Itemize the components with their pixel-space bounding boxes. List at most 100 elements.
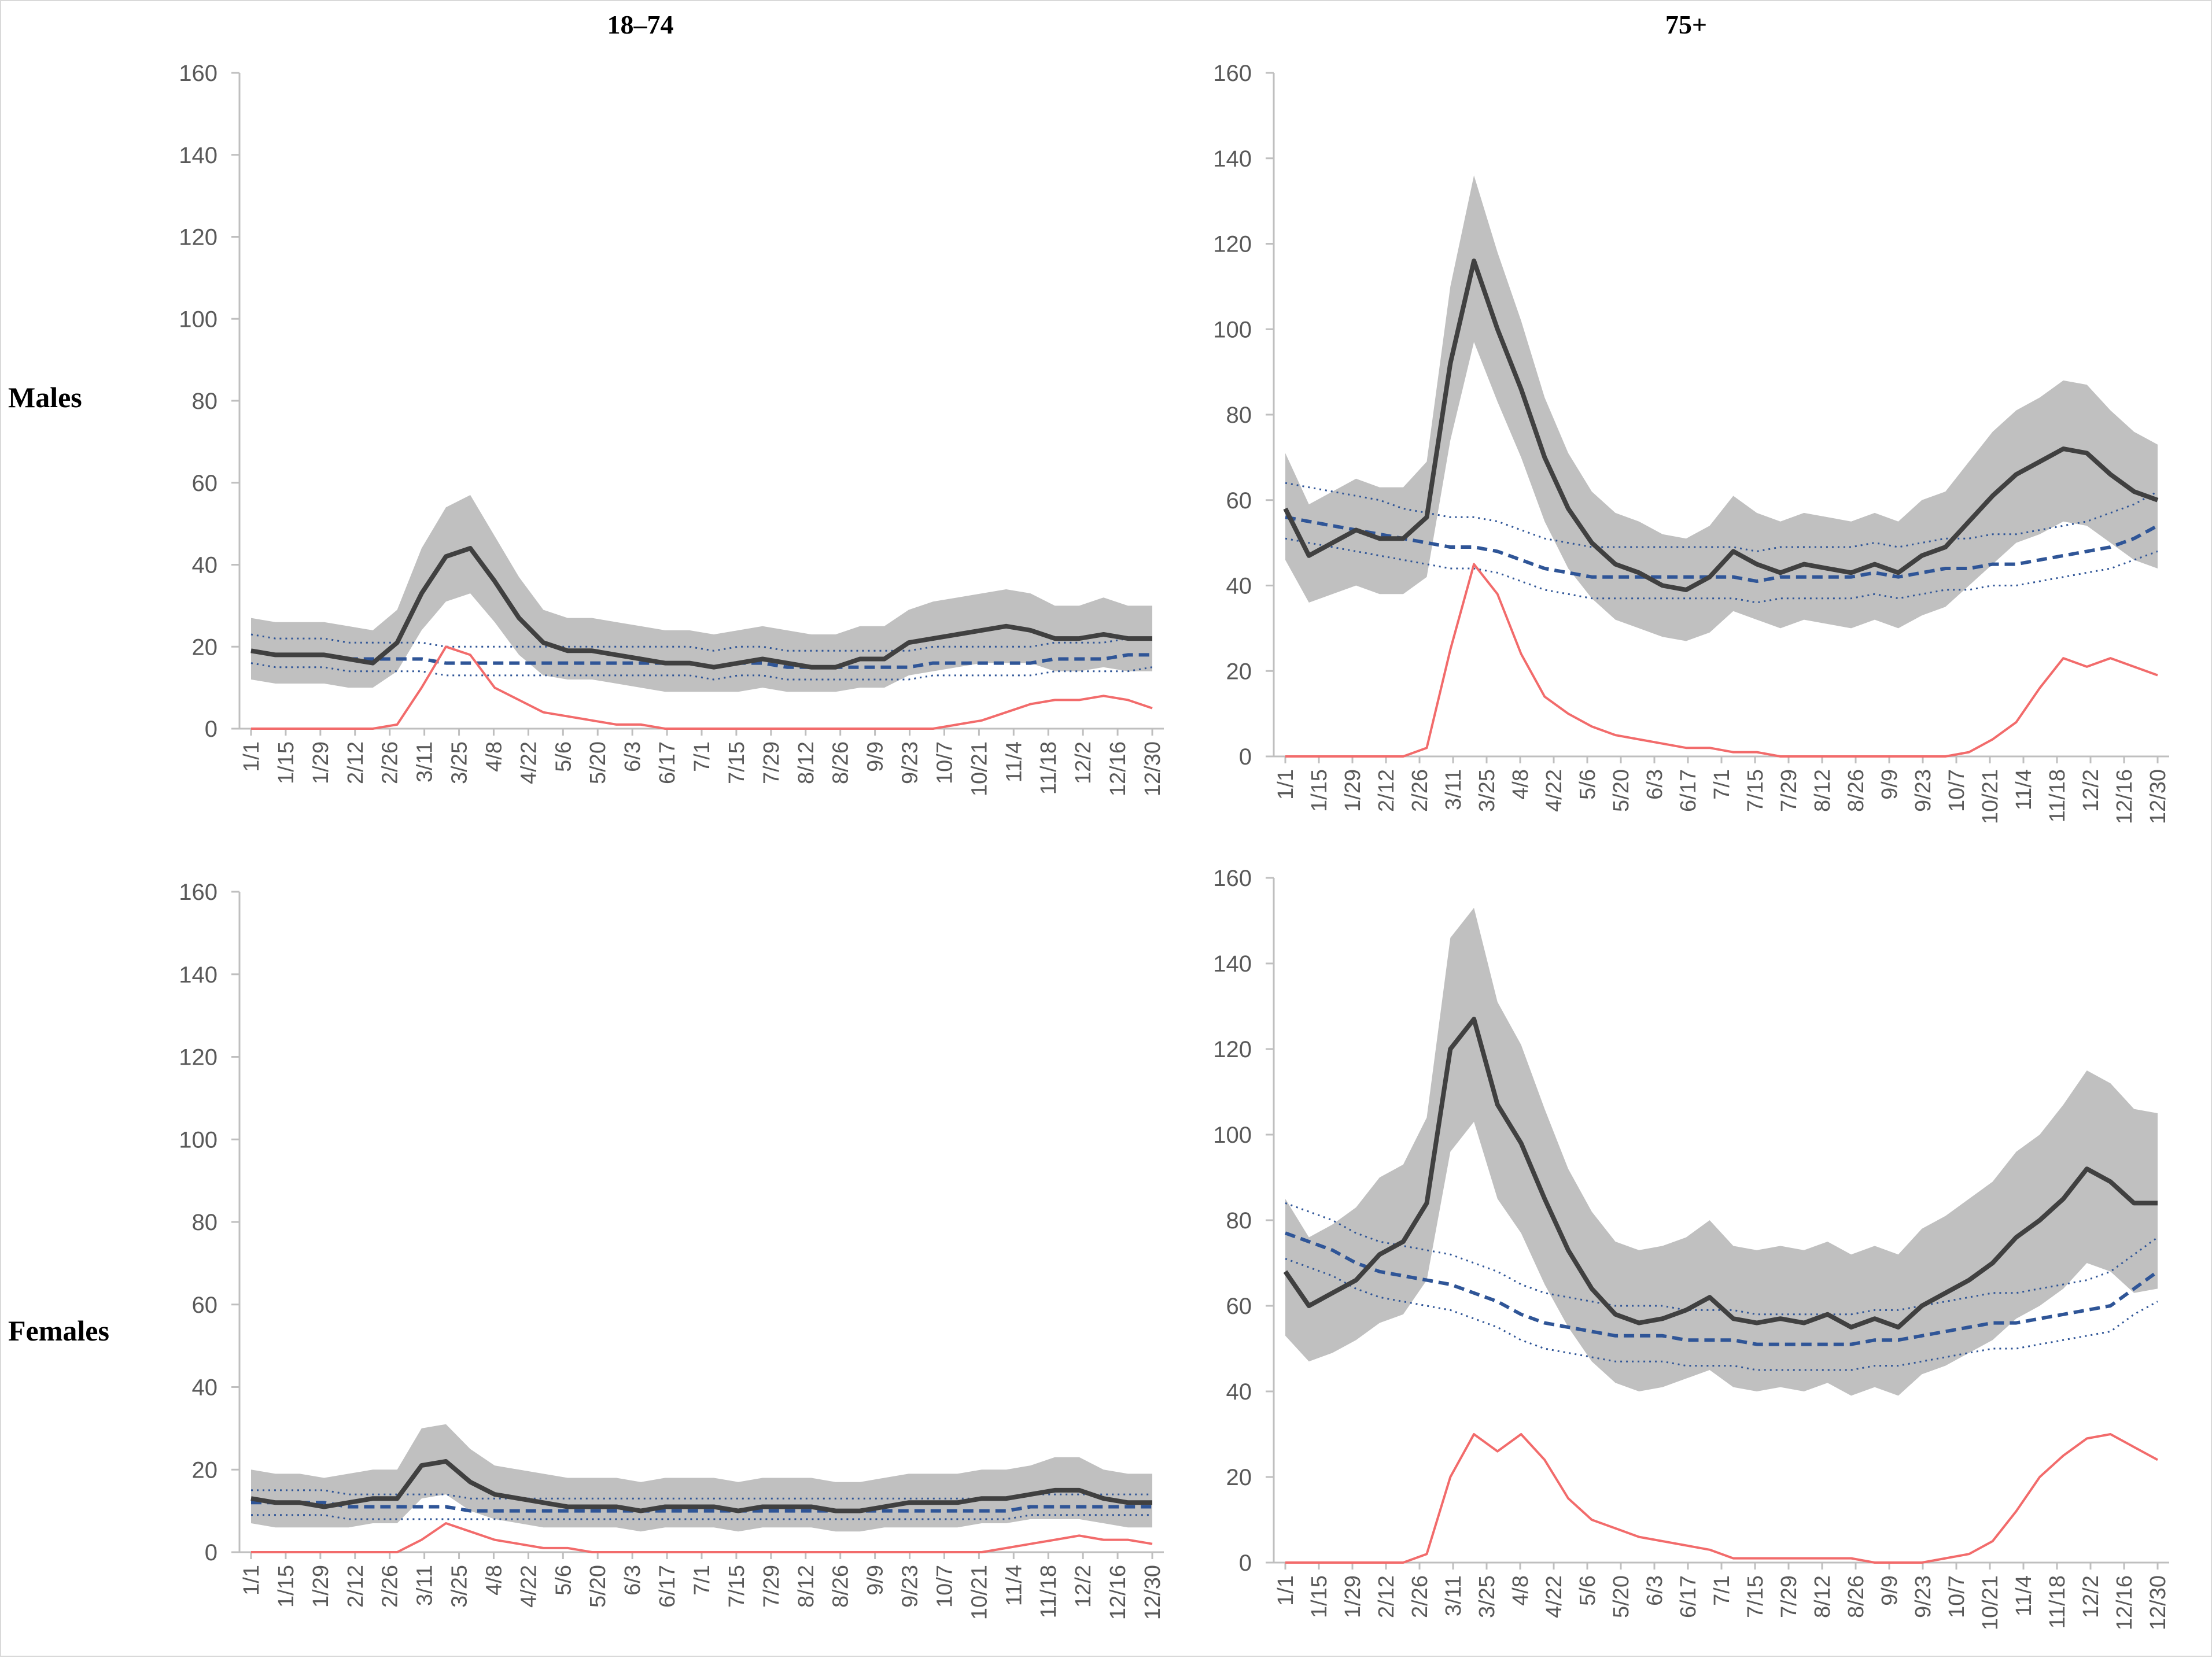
- x-tick-label: 11/18: [2045, 769, 2070, 822]
- x-tick-label: 1/29: [1341, 1575, 1365, 1618]
- x-tick-label: 4/8: [482, 741, 507, 772]
- y-tick-label: 160: [179, 61, 217, 86]
- x-tick-label: 3/11: [1442, 769, 1466, 810]
- y-tick-label: 0: [205, 1540, 217, 1565]
- x-tick-label: 10/7: [1945, 769, 1969, 812]
- x-tick-label: 11/4: [1002, 741, 1026, 782]
- y-tick-label: 140: [179, 143, 217, 168]
- x-tick-label: 7/1: [1710, 1575, 1734, 1606]
- observed-deaths-line-18-74-females: [250, 1459, 1152, 1513]
- y-tick-label: 40: [1226, 1379, 1252, 1405]
- y-tick-label: 160: [179, 880, 217, 905]
- x-tick-label: 6/17: [1676, 769, 1701, 812]
- x-tick-label: 6/3: [1643, 769, 1667, 800]
- y-tick-label: 40: [1226, 574, 1252, 599]
- x-tick-label: 4/8: [1509, 769, 1533, 800]
- x-tick-label: 8/12: [1811, 769, 1835, 812]
- x-tick-label: 1/1: [1274, 1575, 1298, 1606]
- y-tick-label: 80: [1226, 1208, 1252, 1234]
- x-tick-label: 5/20: [586, 741, 610, 784]
- y-tick-label: 160: [1213, 866, 1252, 891]
- x-tick-label: 4/8: [1509, 1575, 1533, 1606]
- x-tick-label: 12/2: [1071, 1565, 1096, 1608]
- x-tick-label: 6/3: [1643, 1575, 1667, 1606]
- x-tick-label: 2/26: [378, 1565, 403, 1608]
- x-tick-label: 9/23: [1911, 769, 1936, 812]
- confidence-band-18-74-males: [251, 495, 1152, 692]
- y-tick-label: 120: [179, 1045, 217, 1070]
- y-tick-label: 120: [1213, 1037, 1252, 1062]
- observed-deaths-line-18-74-males: [250, 546, 1152, 670]
- x-tick-label: 5/20: [586, 1565, 610, 1608]
- y-tick-label: 140: [179, 962, 217, 988]
- x-tick-label: 9/23: [898, 1565, 923, 1608]
- x-tick-label: 2/12: [1374, 769, 1399, 812]
- y-tick-label: 60: [1226, 488, 1252, 514]
- x-tick-label: 12/16: [2113, 769, 2137, 824]
- covid-deaths-line-18-74-females: [251, 1522, 1153, 1553]
- x-tick-label: 4/22: [517, 741, 541, 784]
- x-tick-label: 10/21: [1978, 1575, 2003, 1630]
- x-tick-label: 7/29: [1777, 769, 1801, 812]
- x-tick-label: 5/6: [551, 741, 576, 772]
- x-tick-label: 10/7: [933, 1565, 957, 1608]
- x-tick-label: 7/15: [725, 1565, 749, 1608]
- y-tick-label: 0: [205, 717, 217, 742]
- x-tick-label: 3/11: [413, 741, 437, 782]
- observed-deaths-line-75-plus-females: [1283, 1017, 2158, 1330]
- x-tick-label: 8/26: [829, 741, 853, 784]
- y-tick-label: 20: [1226, 659, 1252, 684]
- y-tick-label: 80: [192, 1210, 218, 1235]
- y-tick-label: 60: [192, 471, 218, 496]
- x-tick-label: 6/3: [621, 1565, 645, 1596]
- x-tick-label: 7/1: [1710, 769, 1734, 800]
- y-tick-label: 60: [192, 1293, 218, 1318]
- x-tick-label: 1/1: [239, 1565, 264, 1596]
- row-title-males: Males: [8, 381, 82, 413]
- x-tick-label: 11/4: [2012, 1575, 2036, 1616]
- y-tick-label: 140: [1213, 951, 1252, 977]
- x-tick-label: 7/29: [1777, 1575, 1801, 1618]
- y-tick-label: 20: [192, 1457, 218, 1483]
- x-tick-label: 11/18: [1037, 741, 1061, 795]
- y-tick-label: 0: [1239, 744, 1252, 770]
- x-tick-label: 7/29: [760, 1565, 784, 1608]
- x-tick-label: 1/1: [239, 741, 264, 772]
- x-tick-label: 11/4: [2012, 769, 2036, 810]
- x-tick-label: 9/23: [898, 741, 923, 784]
- x-tick-label: 1/15: [274, 1565, 298, 1608]
- x-tick-label: 3/25: [1475, 1575, 1499, 1618]
- x-tick-label: 9/9: [1878, 769, 1902, 800]
- x-tick-label: 12/2: [1071, 741, 1096, 784]
- expected-line-18-74-males: [250, 649, 1152, 669]
- x-tick-label: 8/12: [1811, 1575, 1835, 1618]
- x-tick-label: 3/11: [413, 1565, 437, 1606]
- x-tick-label: 8/26: [829, 1565, 853, 1608]
- x-tick-label: 10/7: [1945, 1575, 1969, 1618]
- observed-deaths-line-75-plus-males: [1283, 259, 2159, 592]
- x-tick-label: 12/2: [2079, 769, 2103, 812]
- y-tick-label: 20: [1226, 1465, 1252, 1490]
- x-tick-label: 7/15: [1743, 1575, 1768, 1618]
- x-tick-label: 1/1: [1274, 769, 1298, 800]
- x-tick-label: 7/15: [1743, 769, 1768, 812]
- x-tick-label: 10/21: [967, 741, 991, 796]
- expected-line-75-plus-females: [1284, 1231, 2159, 1346]
- x-tick-label: 6/17: [1676, 1575, 1701, 1618]
- x-tick-label: 10/21: [967, 1565, 991, 1620]
- confidence-band-75-plus-females: [1285, 907, 2158, 1396]
- x-tick-label: 11/4: [1002, 1565, 1026, 1606]
- y-tick-label: 100: [179, 1127, 217, 1153]
- covid-deaths-line-75-plus-females: [1285, 1433, 2158, 1564]
- x-tick-label: 12/16: [2113, 1575, 2137, 1630]
- x-tick-label: 7/29: [760, 741, 784, 784]
- x-tick-label: 3/25: [1475, 769, 1499, 812]
- x-tick-label: 8/12: [794, 741, 819, 784]
- x-tick-label: 4/22: [1542, 1575, 1566, 1618]
- x-tick-label: 4/22: [517, 1565, 541, 1608]
- x-tick-label: 9/9: [1878, 1575, 1902, 1606]
- x-tick-label: 1/29: [309, 741, 333, 784]
- x-tick-label: 2/26: [378, 741, 403, 784]
